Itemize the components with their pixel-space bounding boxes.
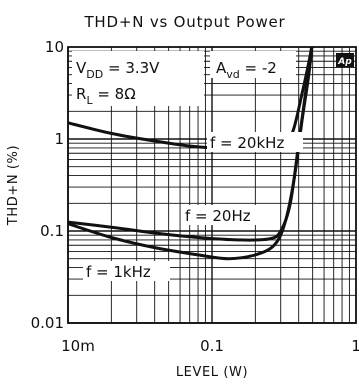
y-tick-label: 0.1: [40, 222, 64, 240]
tick-labels: 10 1 0.1 0.01 10m 0.1 1: [31, 38, 359, 355]
series-labels: f = 20kHz f = 20Hz f = 1kHz: [83, 132, 303, 281]
label-20khz: f = 20kHz: [210, 134, 284, 152]
y-tick-label: 0.01: [31, 314, 64, 332]
x-tick-label: 1: [351, 337, 359, 355]
avd-value: = -2: [240, 59, 277, 77]
vdd-value: = 3.3V: [103, 59, 160, 77]
chart-title: THD+N vs Output Power: [83, 13, 285, 31]
y-tick-label: 1: [54, 130, 64, 148]
condition-box: VDD = 3.3V RL = 8Ω Avd = -2: [72, 51, 296, 107]
plot-frame: [67, 46, 357, 324]
x-axis-label: LEVEL (W): [176, 365, 248, 380]
vdd-label: VDD = 3.3V: [76, 59, 160, 81]
rl-value: = 8Ω: [93, 85, 136, 103]
rl-label: RL = 8Ω: [76, 85, 136, 107]
watermark-label: Ap: [337, 57, 352, 67]
x-tick-label: 0.1: [200, 337, 224, 355]
avd-label: Avd = -2: [216, 59, 277, 81]
y-tick-label: 10: [45, 38, 64, 56]
watermark: Ap: [336, 53, 354, 67]
label-1khz: f = 1kHz: [86, 263, 151, 281]
x-tick-label: 10m: [61, 337, 95, 355]
label-20hz: f = 20Hz: [185, 207, 251, 225]
series-line-2: [68, 47, 314, 261]
y-axis-label: THD+N (%): [6, 145, 21, 226]
